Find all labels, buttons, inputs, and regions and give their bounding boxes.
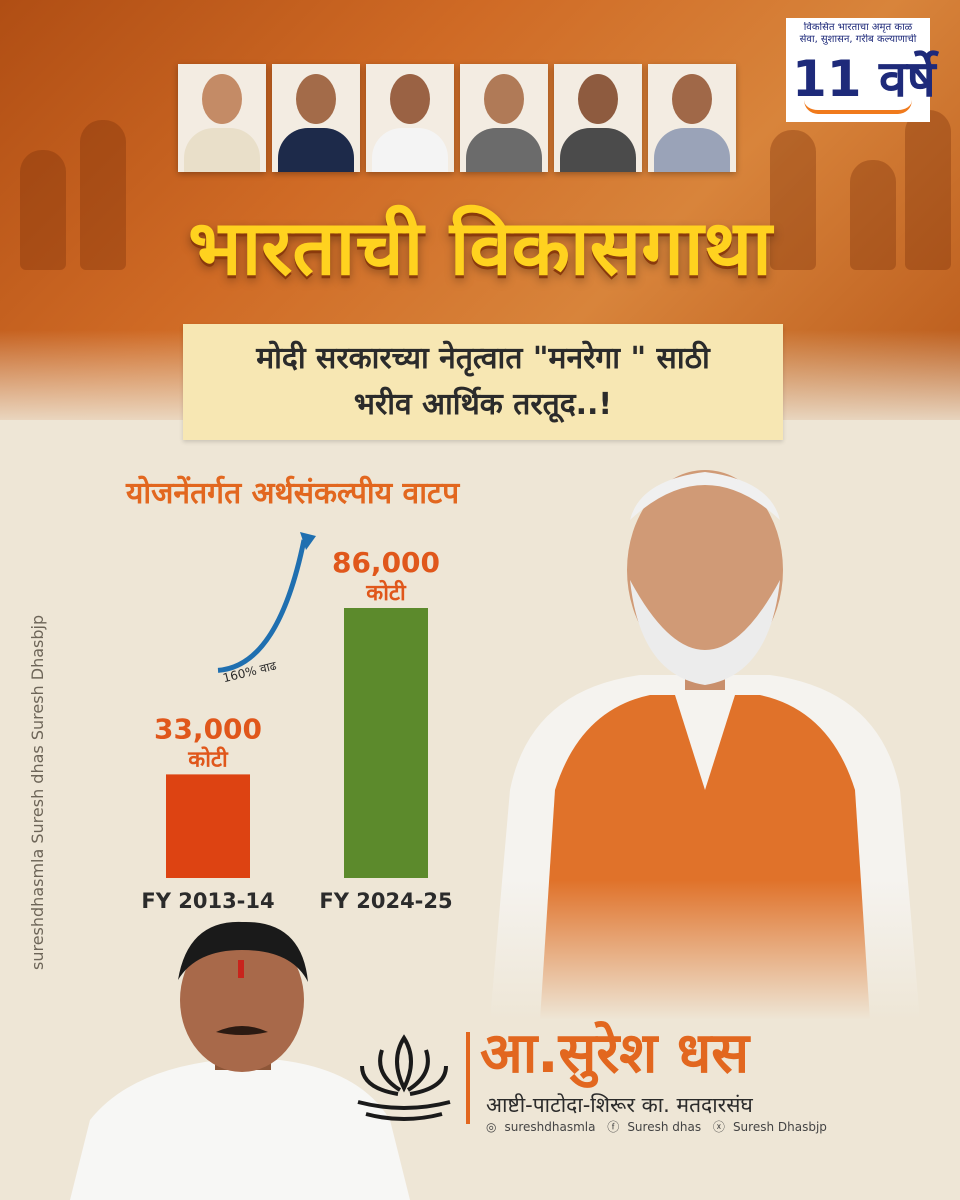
leader-portrait — [460, 64, 548, 172]
leader-portrait — [554, 64, 642, 172]
bar — [166, 774, 250, 878]
social-handles: ◎ sureshdhasmla ⓕ Suresh dhas ⓧ Suresh Dhas… — [486, 1118, 835, 1136]
x-tick-label: FY 2013-14 — [141, 889, 274, 913]
constituency: आष्टी-पाटोदा-शिरूर का. मतदारसंघ — [486, 1093, 753, 1117]
growth-arrow — [217, 539, 307, 673]
worker-silhouette — [770, 130, 816, 270]
worker-silhouette — [905, 110, 951, 270]
subtitle-line-2: भरीव आर्थिक तरतूद..! — [353, 387, 613, 422]
facebook-handle: Suresh dhas — [627, 1120, 702, 1134]
bar — [344, 608, 428, 878]
bar-chart: 33,000 कोटी FY 2013-14 86,000 कोटी FY 2024-25… — [130, 520, 480, 920]
data-label: 33,000 — [154, 712, 262, 745]
badge-top-text: विकसित भारताचा अमृत काळ — [803, 22, 913, 33]
badge-subline: सेवा, सुशासन, गरीब कल्याणाची — [799, 34, 917, 45]
badge-swoosh-icon — [804, 100, 912, 114]
growth-arrow-head — [300, 532, 316, 550]
data-unit-label: कोटी — [365, 579, 407, 606]
lotus-icon — [357, 1034, 451, 1121]
x-icon: ⓧ — [712, 1120, 725, 1134]
eleven-years-badge: विकसित भारताचा अमृत काळ सेवा, सुशासन, गर… — [786, 18, 936, 122]
candidate-name: आ.सुरेश धस — [480, 1021, 750, 1086]
badge-years: 11 वर्षे — [792, 50, 936, 108]
subtitle-box: मोदी सरकारच्या नेतृत्वात "मनरेगा " साठी … — [183, 324, 783, 440]
leader-portrait — [272, 64, 360, 172]
page-title: भारताची विकासगाथा — [188, 203, 772, 292]
x-handle: Suresh Dhasbjp — [732, 1120, 827, 1134]
x-tick-label: FY 2024-25 — [319, 889, 452, 913]
leader-portrait — [648, 64, 736, 172]
chart-title: योजनेंतर्गत अर्थसंकल्पीय वाटप — [126, 476, 460, 511]
name-divider — [466, 1032, 470, 1124]
candidate-photo — [70, 921, 410, 1200]
data-unit-label: कोटी — [187, 745, 229, 772]
leader-portraits — [178, 64, 736, 172]
subtitle-line-1: मोदी सरकारच्या नेतृत्वात "मनरेगा " साठी — [256, 341, 710, 376]
worker-silhouette — [850, 160, 896, 270]
leader-portrait — [178, 64, 266, 172]
worker-silhouette — [80, 120, 126, 270]
instagram-icon: ◎ — [486, 1120, 497, 1134]
instagram-handle: sureshdhasmla — [504, 1120, 596, 1134]
data-label: 86,000 — [332, 546, 440, 579]
growth-annotation: 160% वाढ — [221, 658, 278, 685]
side-social-handles: sureshdhasmla Suresh dhas Suresh Dhasbjp — [28, 530, 58, 970]
side-social-text: sureshdhasmla Suresh dhas Suresh Dhasbjp — [28, 614, 47, 970]
worker-silhouette — [20, 150, 66, 270]
facebook-icon: ⓕ — [607, 1120, 620, 1134]
leader-photo — [470, 460, 940, 1020]
leader-portrait — [366, 64, 454, 172]
